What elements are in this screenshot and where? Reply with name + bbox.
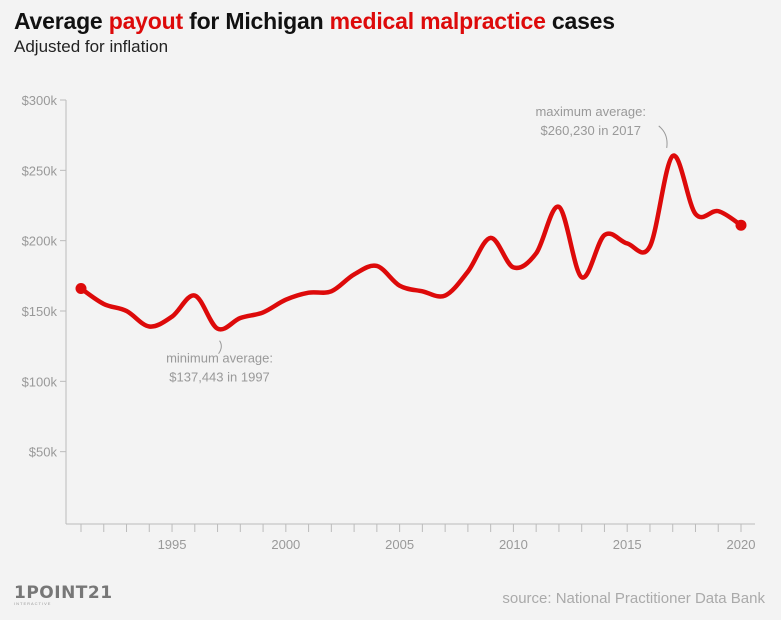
chart-subtitle: Adjusted for inflation: [14, 37, 169, 56]
chart-title: Average payout for Michigan medical malp…: [14, 8, 615, 35]
data-point: [735, 219, 747, 231]
data-point: [75, 282, 87, 294]
x-tick-label: 2000: [271, 537, 300, 552]
source-note: source: National Practitioner Data Bank: [502, 590, 765, 607]
annotation-leader-min: [218, 340, 222, 354]
title-part-3: cases: [545, 8, 615, 34]
x-tick-label: 2010: [499, 537, 528, 552]
title-part-1: Average: [14, 8, 109, 34]
logo: 1POINT21: [14, 583, 113, 603]
title-part-2: for Michigan: [182, 8, 330, 34]
annotation-max-line2: $260,230 in 2017: [540, 123, 640, 138]
series: [75, 153, 747, 332]
annotation-min-line2: $137,443 in 1997: [169, 370, 269, 385]
x-tick-label: 2020: [727, 537, 756, 552]
y-tick-label: $250k: [22, 163, 58, 178]
y-axis: $50k $100k $150k $200k $250k $300k: [22, 93, 67, 524]
annotations: minimum average: $137,443 in 1997 maximum …: [166, 104, 668, 385]
y-tick-label: $100k: [22, 374, 58, 389]
annotation-max-line1: maximum average:: [535, 104, 646, 119]
y-tick-label: $50k: [29, 445, 58, 460]
y-tick-label: $300k: [22, 93, 58, 108]
annotation-leader-max: [658, 125, 668, 149]
y-tick-label: $200k: [22, 234, 58, 249]
x-tick-label: 2015: [613, 537, 642, 552]
x-tick-label: 1995: [158, 537, 187, 552]
y-tick-label: $150k: [22, 304, 58, 319]
series-line: [78, 153, 744, 332]
annotation-min-line1: minimum average:: [166, 351, 273, 366]
x-tick-label: 2005: [385, 537, 414, 552]
logo-subtext: INTERACTIVE: [14, 601, 52, 606]
x-axis: 1995 2000 2005 2010 2015 2020: [66, 523, 756, 552]
title-highlight-payout: payout: [108, 8, 183, 34]
title-highlight-medical-malpractice: medical malpractice: [329, 8, 546, 34]
